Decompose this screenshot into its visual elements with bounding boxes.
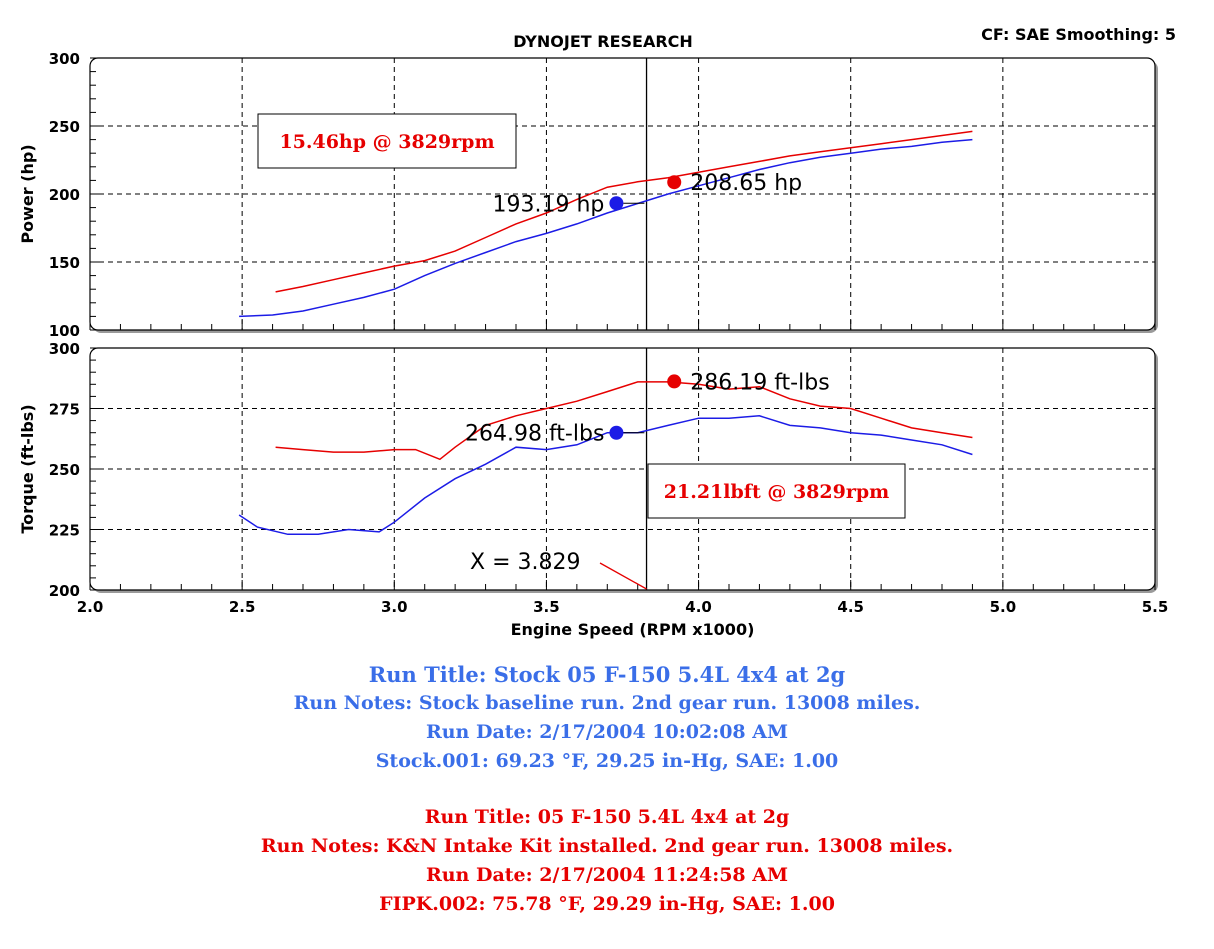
stock-run-conditions: Stock.001: 69.23 °F, 29.25 in-Hg, SAE: 1…: [375, 750, 839, 772]
cursor-readout-label: X = 3.829: [470, 550, 580, 575]
torque-series-line-stock: [238, 415, 973, 536]
power-y-tick-label: 100: [49, 322, 80, 340]
power-annotation-text: 15.46hp @ 3829rpm: [279, 131, 494, 153]
stock-run-info: Run Title: Stock 05 F-150 5.4L 4x4 at 2g…: [0, 660, 1214, 776]
run-notes: Run Title: Stock 05 F-150 5.4L 4x4 at 2g…: [0, 660, 1214, 919]
kn-run-date: Run Date: 2/17/2004 11:24:58 AM: [425, 864, 789, 886]
kn-run-info: Run Title: 05 F-150 5.4L 4x4 at 2g Run N…: [0, 803, 1214, 919]
x-tick-label-4-5: 4.5: [837, 598, 864, 616]
x-tick-label-4-0: 4.0: [685, 598, 712, 616]
torque-marker-label-286-19-ft-lbs: 286.19 ft-lbs: [690, 370, 829, 395]
power-series-line-stock: [239, 138, 973, 318]
cursor-readout-leader: [599, 562, 647, 590]
torque-y-axis-title: Torque (ft-lbs): [18, 404, 37, 533]
x-tick-label-5-5: 5.5: [1142, 598, 1169, 616]
torque-marker-286-19-ft-lbs: [667, 374, 682, 389]
chart-title: DYNOJET RESEARCH: [513, 32, 693, 51]
power-marker-label-193-19-hp: 193.19 hp: [493, 192, 605, 217]
x-tick-label-3-5: 3.5: [533, 598, 560, 616]
x-axis-title: Engine Speed (RPM x1000): [511, 620, 755, 639]
power-y-tick-label: 150: [49, 254, 80, 272]
x-tick-label-3-0: 3.0: [381, 598, 408, 616]
power-series-line-kn: [275, 130, 973, 293]
x-tick-label-2-0: 2.0: [77, 598, 104, 616]
torque-y-tick-label: 300: [49, 340, 80, 358]
torque-y-tick-label: 275: [49, 401, 80, 419]
stock-run-notes: Run Notes: Stock baseline run. 2nd gear …: [293, 692, 921, 714]
torque-marker-label-264-98-ft-lbs: 264.98 ft-lbs: [465, 422, 604, 447]
kn-run-notes: Run Notes: K&N Intake Kit installed. 2nd…: [260, 835, 954, 857]
power-marker-193-19-hp: [609, 196, 624, 211]
torque-y-tick-label: 200: [49, 582, 80, 600]
power-y-axis-title: Power (hp): [18, 144, 37, 243]
kn-run-conditions: FIPK.002: 75.78 °F, 29.29 in-Hg, SAE: 1.…: [379, 893, 835, 915]
stock-run-title: Run Title: Stock 05 F-150 5.4L 4x4 at 2g: [368, 662, 846, 687]
power-y-tick-label: 300: [49, 50, 80, 68]
stock-run-date: Run Date: 2/17/2004 10:02:08 AM: [425, 721, 789, 743]
power-y-tick-label: 200: [49, 186, 80, 204]
x-tick-label-2-5: 2.5: [229, 598, 256, 616]
power-marker-208-65-hp: [667, 175, 682, 190]
kn-run-title: Run Title: 05 F-150 5.4L 4x4 at 2g: [424, 806, 790, 828]
power-annotation-box: [257, 113, 517, 169]
torque-y-tick-label: 225: [49, 522, 80, 540]
x-tick-label-5-0: 5.0: [990, 598, 1017, 616]
correction-smoothing-info: CF: SAE Smoothing: 5: [981, 25, 1176, 44]
torque-marker-264-98-ft-lbs: [609, 425, 624, 440]
dyno-chart: DYNOJET RESEARCH CF: SAE Smoothing: 5 10…: [18, 25, 1176, 639]
power-y-tick-label: 250: [49, 118, 80, 136]
torque-annotation-box: [647, 463, 906, 519]
torque-y-tick-label: 250: [49, 461, 80, 479]
torque-series-line-kn: [275, 381, 973, 461]
torque-annotation-text: 21.21lbft @ 3829rpm: [664, 481, 889, 503]
torque-panel: 200 225 250 275 300 Torque (ft-lbs) 264.98 ft-…: [18, 340, 1168, 639]
power-panel: 100 150 200 250 300 Power (hp) 193.19 hp 208.65…: [18, 50, 1158, 340]
power-marker-label-208-65-hp: 208.65 hp: [690, 171, 802, 196]
